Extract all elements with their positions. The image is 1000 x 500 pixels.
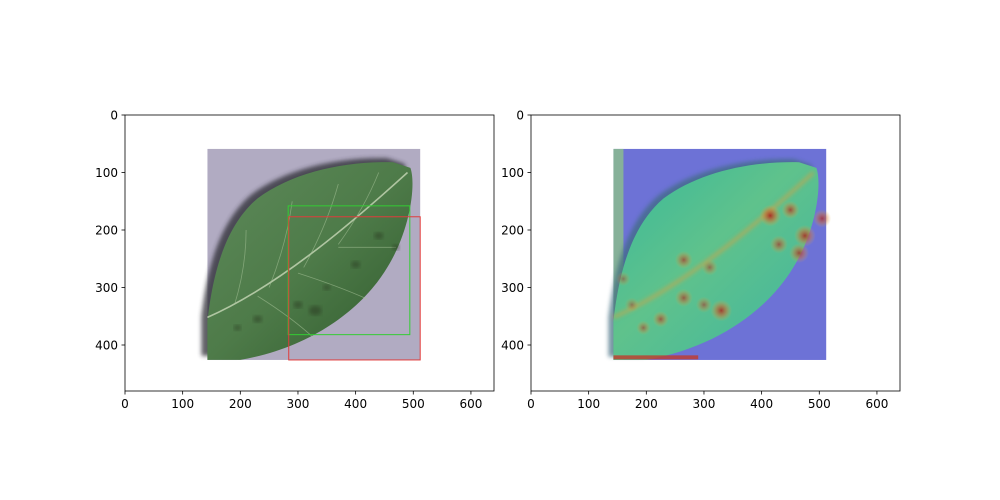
heatmap-hotspot bbox=[769, 235, 788, 254]
heatmap-hotspot bbox=[781, 200, 800, 219]
y-tick-label: 300 bbox=[95, 281, 118, 295]
heatmap-overlay-image bbox=[608, 148, 832, 360]
y-tick-label: 400 bbox=[501, 338, 524, 352]
right-axes: 0 100 200 300 400 500 600 0 100 200 300 400 bbox=[501, 108, 901, 411]
red-bounding-box bbox=[288, 216, 421, 361]
y-tick-label: 0 bbox=[110, 108, 118, 122]
leaf-image bbox=[201, 148, 421, 360]
leaf-lesion bbox=[351, 261, 361, 268]
heatmap-hotspot bbox=[789, 243, 810, 263]
x-tick-label: 400 bbox=[344, 397, 367, 411]
leaf-lesion bbox=[233, 324, 242, 331]
x-tick-label: 400 bbox=[750, 397, 773, 411]
x-tick-label: 100 bbox=[577, 397, 600, 411]
leaf-shape bbox=[207, 162, 413, 360]
x-tick-label: 600 bbox=[459, 397, 482, 411]
leaf-lesion bbox=[308, 305, 322, 316]
x-tick-label: 300 bbox=[287, 397, 310, 411]
bounding-boxes bbox=[287, 205, 421, 361]
heatmap-hotspot bbox=[710, 299, 733, 322]
leaf-lesion bbox=[374, 232, 384, 240]
x-tick-label: 100 bbox=[171, 397, 194, 411]
heatmap-hotspot bbox=[794, 224, 816, 247]
leaf-lesion bbox=[392, 244, 400, 251]
left-x-ticks: 0 100 200 300 400 500 600 bbox=[121, 391, 482, 411]
heatmap-left-edge bbox=[613, 148, 624, 360]
leaf-vein bbox=[234, 229, 247, 305]
heatmap-hotspot bbox=[813, 209, 832, 228]
y-tick-label: 200 bbox=[501, 223, 524, 237]
heatmap-hotspot bbox=[616, 271, 631, 287]
y-tick-label: 100 bbox=[95, 166, 118, 180]
left-axes-frame bbox=[124, 114, 495, 392]
heatmap-hotspot bbox=[636, 320, 651, 335]
heatmap-hotspot bbox=[674, 250, 693, 269]
y-tick-label: 300 bbox=[501, 281, 524, 295]
heatmap-hotspot bbox=[674, 288, 693, 307]
y-tick-label: 400 bbox=[95, 338, 118, 352]
leaf-lesion bbox=[293, 301, 303, 309]
heatmap-bottom-edge bbox=[613, 355, 699, 360]
heatmap-hotspot bbox=[701, 259, 718, 276]
y-tick-label: 200 bbox=[95, 223, 118, 237]
x-tick-label: 200 bbox=[635, 397, 658, 411]
x-tick-label: 500 bbox=[808, 397, 831, 411]
right-axes-frame bbox=[530, 114, 901, 392]
x-tick-label: 0 bbox=[527, 397, 535, 411]
green-bounding-box bbox=[287, 205, 411, 336]
y-tick-label: 100 bbox=[501, 166, 524, 180]
leaf-midrib bbox=[207, 171, 409, 319]
leaf-vein bbox=[297, 272, 368, 300]
left-axes: 0 100 200 300 400 500 600 0 100 200 300 400 bbox=[95, 108, 495, 411]
heatmap-hotspot bbox=[652, 311, 669, 328]
leaf-vein bbox=[303, 183, 339, 268]
leaf-vein bbox=[268, 201, 293, 288]
heatmap-hotspot bbox=[695, 296, 713, 313]
x-tick-label: 300 bbox=[693, 397, 716, 411]
heatmap-hotspot bbox=[624, 297, 640, 312]
right-y-ticks: 0 100 200 300 400 bbox=[501, 108, 531, 352]
leaf-vein bbox=[257, 295, 316, 340]
heatmap-hotspot bbox=[759, 204, 782, 227]
x-tick-label: 600 bbox=[865, 397, 888, 411]
left-y-ticks: 0 100 200 300 400 bbox=[95, 108, 125, 352]
x-tick-label: 500 bbox=[402, 397, 425, 411]
right-x-ticks: 0 100 200 300 400 500 600 bbox=[527, 391, 888, 411]
x-tick-label: 0 bbox=[121, 397, 129, 411]
leaf-lesion bbox=[323, 284, 331, 291]
leaf-lesion bbox=[253, 315, 263, 323]
leaf-vein bbox=[337, 172, 380, 245]
x-tick-label: 200 bbox=[229, 397, 252, 411]
y-tick-label: 0 bbox=[516, 108, 524, 122]
